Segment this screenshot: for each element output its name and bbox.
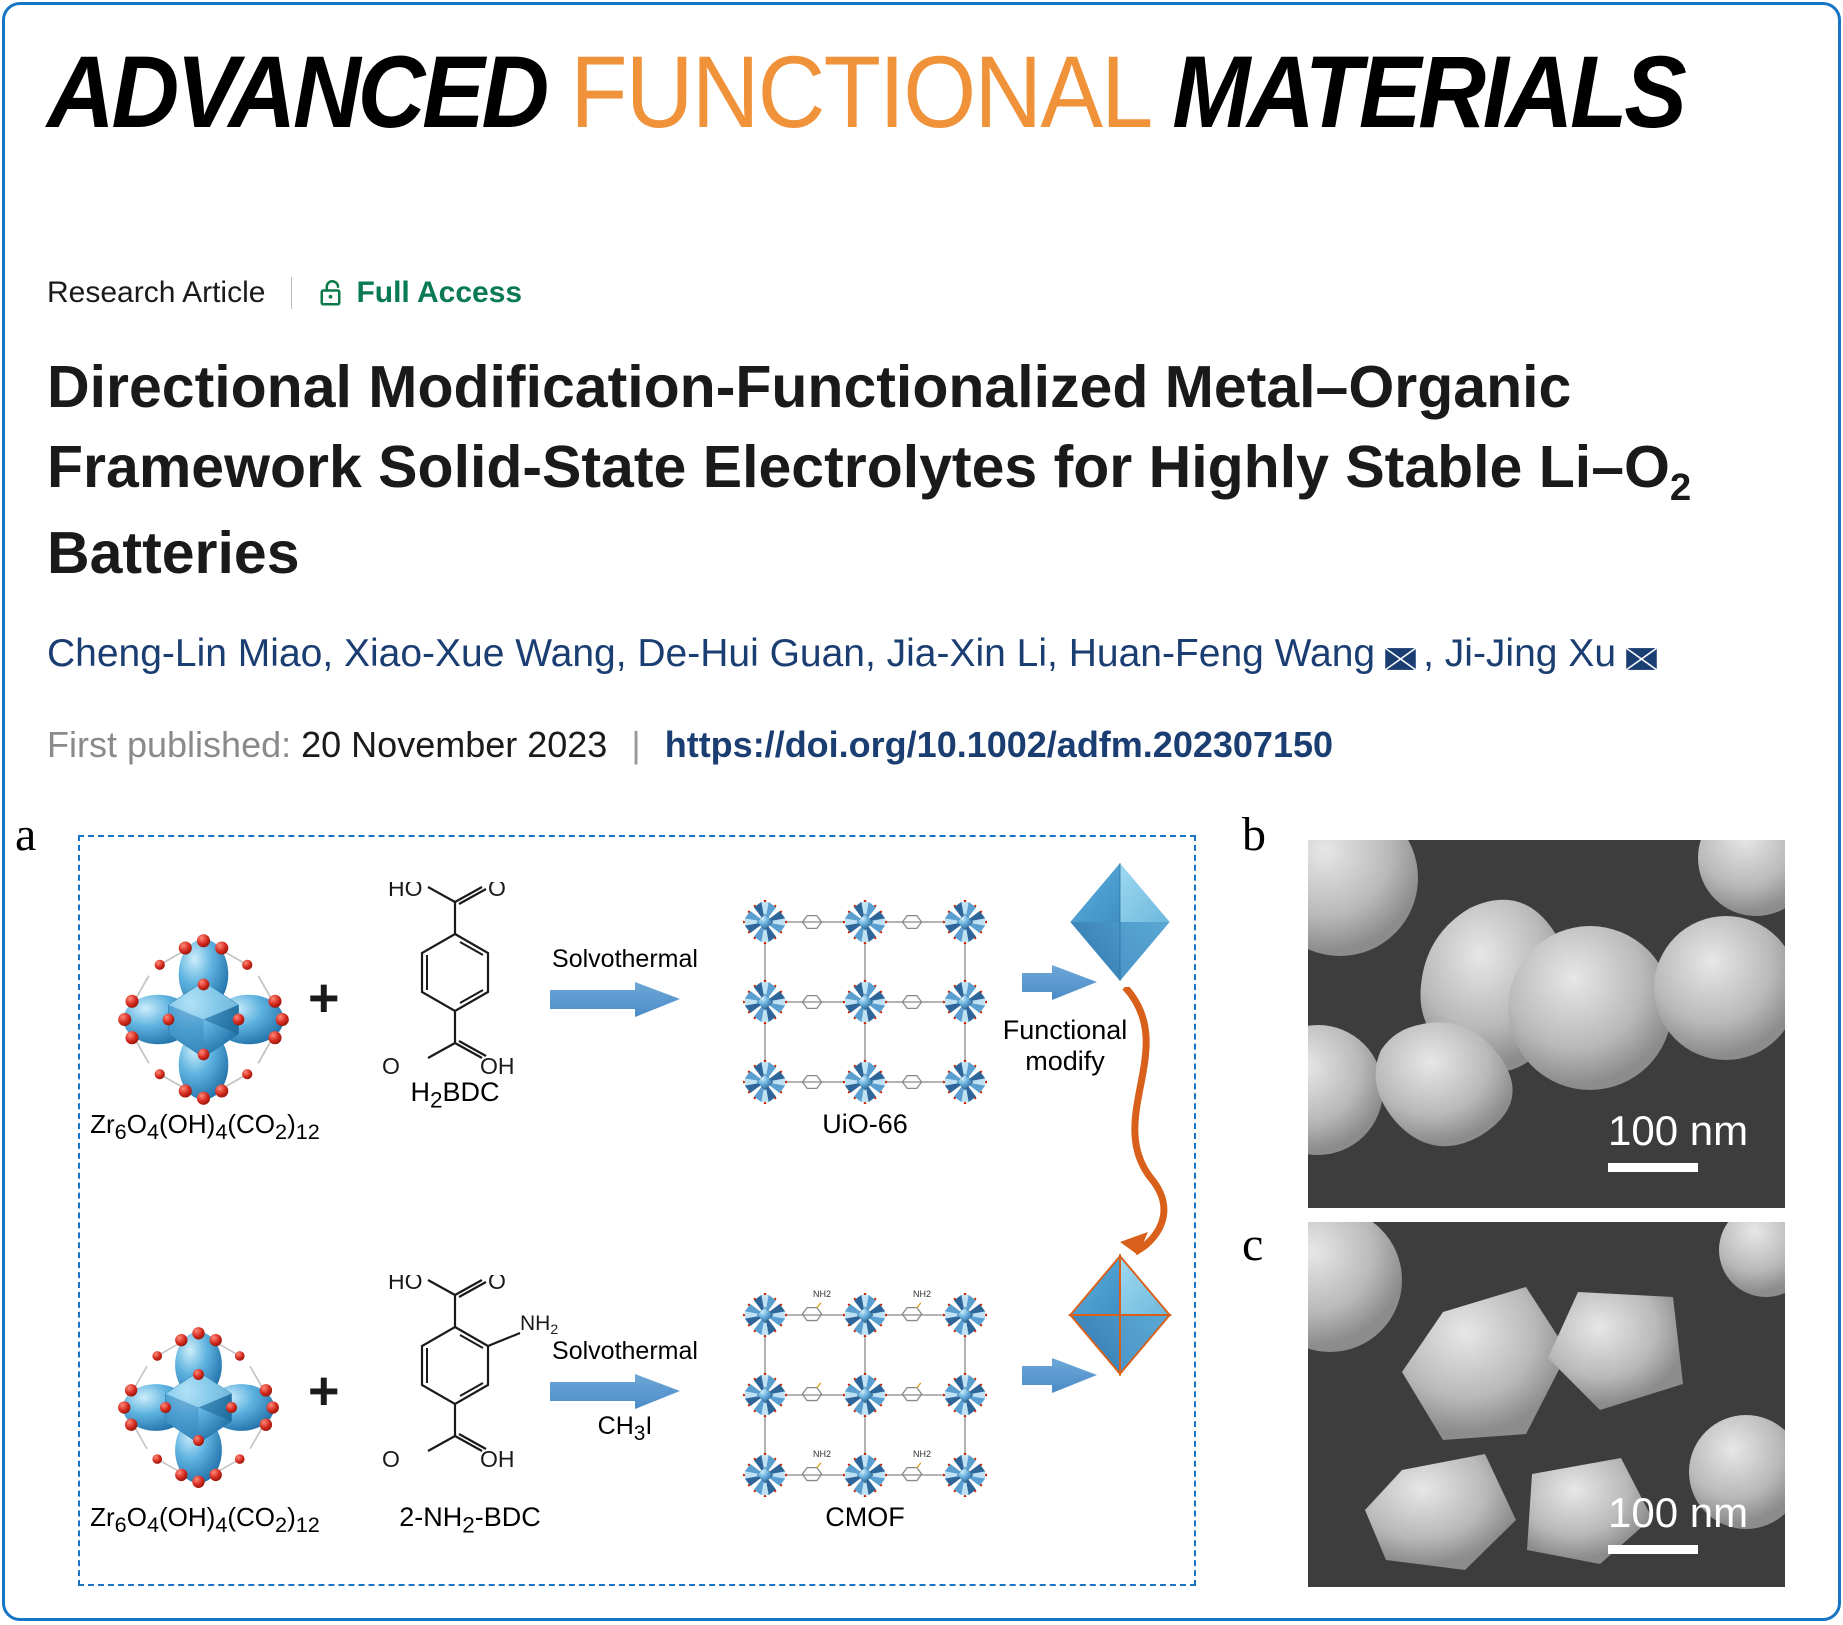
svg-text:NH2: NH2 <box>913 1289 931 1299</box>
svg-text:NH2: NH2 <box>913 1449 931 1459</box>
svg-text:NH2: NH2 <box>813 1289 831 1299</box>
svg-text:HO: HO <box>388 1275 423 1294</box>
svg-text:O: O <box>382 1053 400 1079</box>
svg-text:HO: HO <box>388 882 423 901</box>
svg-text:OH: OH <box>480 1446 515 1472</box>
svg-text:O: O <box>488 882 506 901</box>
svg-text:NH2: NH2 <box>813 1449 831 1459</box>
svg-text:100 nm: 100 nm <box>1608 1107 1748 1154</box>
svg-text:O: O <box>488 1275 506 1294</box>
svg-text:O: O <box>382 1446 400 1472</box>
svg-text:100 nm: 100 nm <box>1608 1489 1748 1536</box>
svg-text:OH: OH <box>480 1053 515 1079</box>
svg-text:NH2: NH2 <box>520 1312 558 1337</box>
